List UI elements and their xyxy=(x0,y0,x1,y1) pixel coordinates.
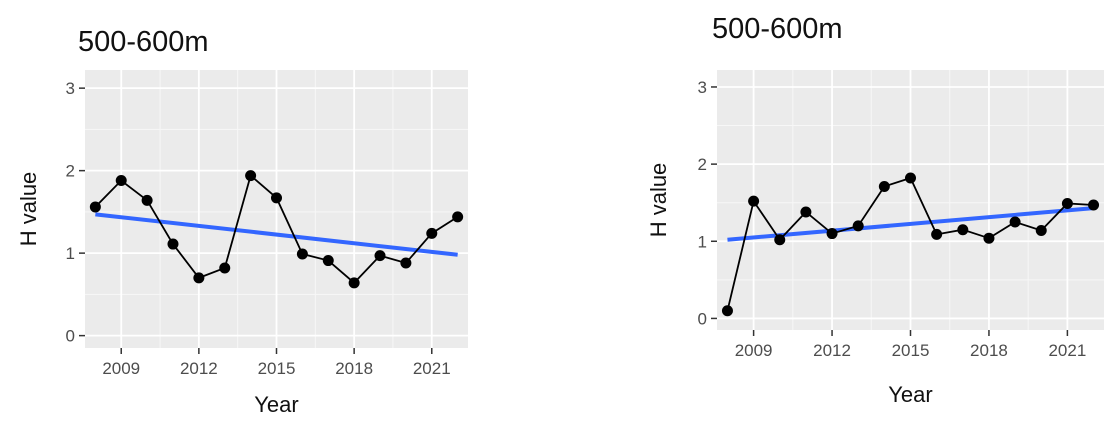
y-tick-label: 2 xyxy=(66,162,75,181)
y-tick-label: 3 xyxy=(66,79,75,98)
data-point xyxy=(115,175,127,187)
x-axis-label: Year xyxy=(888,382,932,407)
data-point xyxy=(905,172,916,184)
x-tick-label: 2021 xyxy=(1048,341,1086,360)
y-tick-label: 1 xyxy=(698,232,707,251)
data-point xyxy=(878,180,890,192)
data-point xyxy=(141,194,153,206)
data-point xyxy=(296,248,308,260)
y-tick-label: 1 xyxy=(66,244,75,263)
x-tick-label: 2018 xyxy=(970,341,1008,360)
data-point xyxy=(348,277,360,289)
y-tick-label: 2 xyxy=(698,155,707,174)
data-point xyxy=(957,224,969,236)
data-point xyxy=(852,220,864,232)
x-tick-label: 2018 xyxy=(335,359,373,378)
trend-line xyxy=(727,206,1094,242)
y-tick-label: 3 xyxy=(698,78,707,97)
data-point xyxy=(271,192,282,204)
data-point xyxy=(89,201,101,213)
chart-title: 500-600m xyxy=(78,26,209,58)
x-tick-label: 2009 xyxy=(102,359,140,378)
data-point xyxy=(983,232,995,244)
chart-right: 500-600m 0 1 2 3 2009 2012 2015 2018 2021 Year H va… xyxy=(646,13,1104,407)
x-tick-label: 2015 xyxy=(892,341,930,360)
data-point xyxy=(452,211,464,223)
data-point xyxy=(219,262,231,274)
data-point xyxy=(167,238,179,250)
data-point xyxy=(245,170,257,182)
data-point xyxy=(826,228,838,240)
data-point xyxy=(400,257,412,269)
trend-line xyxy=(95,212,458,257)
data-point xyxy=(374,250,386,262)
chart-left: 500-600m 0 1 2 3 2009 2012 2015 2018 2021 Year H va… xyxy=(16,26,468,417)
x-tick-label: 2015 xyxy=(258,359,296,378)
plot-content xyxy=(721,172,1100,317)
y-tick-label: 0 xyxy=(698,309,707,328)
y-axis-label: H value xyxy=(16,172,41,247)
data-point xyxy=(1035,224,1047,236)
data-point xyxy=(800,206,812,218)
y-axis-label: H value xyxy=(646,163,671,238)
data-point xyxy=(322,255,334,267)
data-point xyxy=(193,272,205,284)
y-tick-label: 0 xyxy=(66,327,75,346)
data-point xyxy=(426,227,438,239)
x-tick-label: 2012 xyxy=(180,359,218,378)
data-point xyxy=(1009,216,1021,228)
plot-content xyxy=(89,170,464,289)
x-tick-label: 2021 xyxy=(413,359,451,378)
data-point xyxy=(748,195,760,207)
x-axis-label: Year xyxy=(254,392,298,417)
x-tick-label: 2012 xyxy=(813,341,851,360)
data-point xyxy=(721,305,733,317)
data-point xyxy=(1061,197,1073,209)
data-point xyxy=(931,228,943,240)
x-tick-label: 2009 xyxy=(735,341,773,360)
chart-title: 500-600m xyxy=(712,13,843,45)
data-point xyxy=(774,234,786,246)
data-point xyxy=(1088,199,1100,211)
